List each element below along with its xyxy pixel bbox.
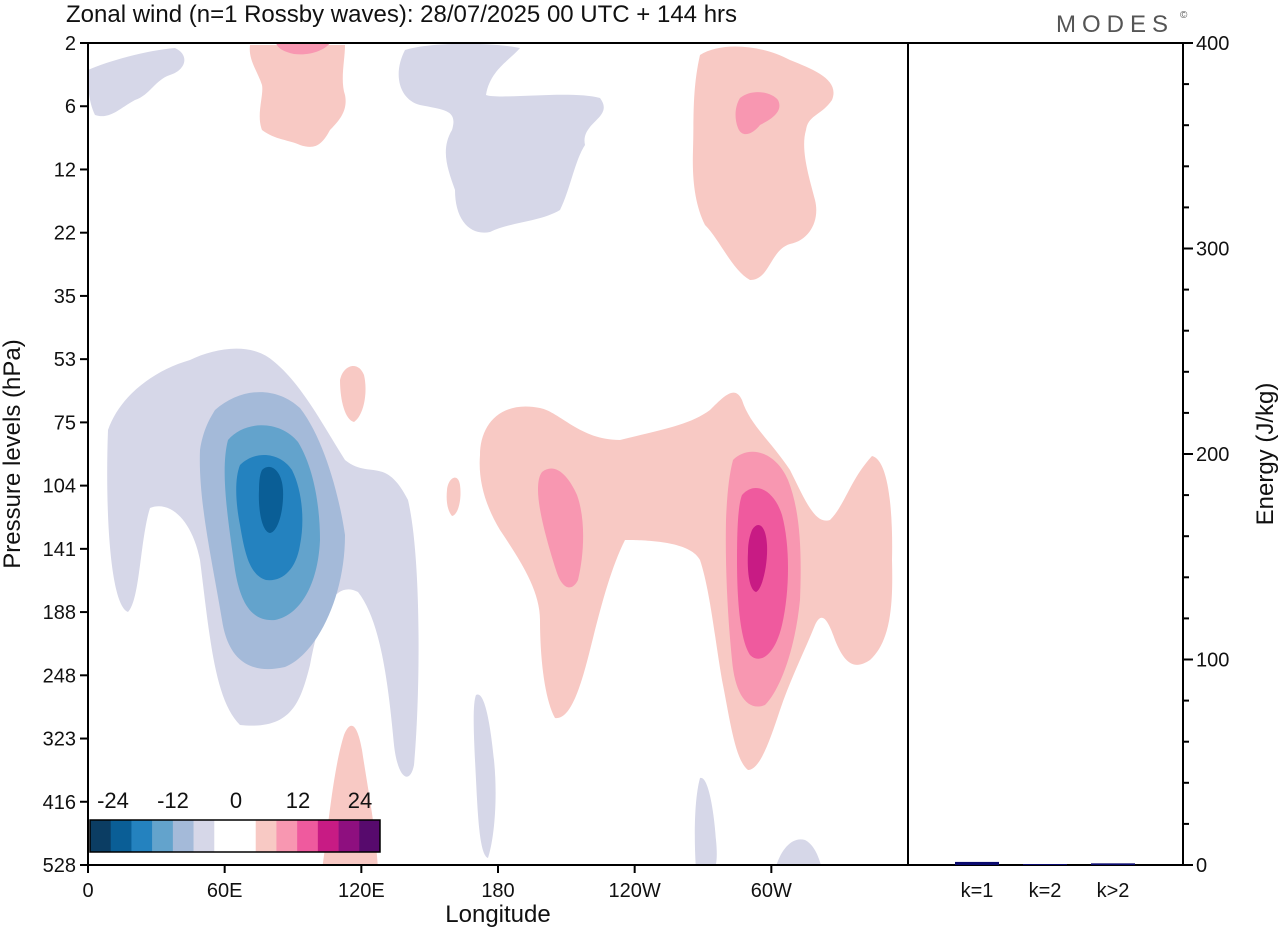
contour-pos-small-2 [446,477,461,516]
colorbar-swatch [235,820,257,852]
pressure-tick-label: 104 [43,476,76,498]
longitude-tick-label: 120E [338,880,385,902]
colorbar-label: 24 [348,788,372,813]
longitude-tick-label: 180 [481,880,514,902]
energy-axis-ticks: 0 100 200 300 400 [1183,33,1229,877]
pressure-tick-label: 12 [54,159,76,181]
contour-pos-strat-east [692,46,834,280]
colorbar-label: 12 [286,788,310,813]
energy-tick-label: 0 [1196,855,1207,877]
energy-bars: k=1 k=2 k>2 [955,861,1135,902]
pressure-axis: 2 6 12 22 35 53 75 104 141 188 248 323 416 528 [43,33,88,877]
colorbar-label: 0 [230,788,242,813]
colorbar-swatch [193,820,215,852]
contour-neg-strat-west [88,48,185,117]
longitude-tick-label: 120W [609,880,661,902]
energy-bar-label: k>2 [1097,880,1130,902]
contour-pos-central-1 [538,468,584,588]
colorbar-swatch [255,820,277,852]
pressure-tick-label: 53 [54,349,76,371]
energy-bar [1091,863,1135,865]
colorbar-swatch [338,820,360,852]
brand-logo: MODES [1056,11,1174,38]
energy-bar-label: k=1 [961,880,994,902]
colorbar-swatch [317,820,339,852]
pressure-tick-label: 323 [43,729,76,751]
longitude-tick-label: 60W [751,880,792,902]
colorbar-frame [89,819,381,853]
energy-tick-label: 200 [1196,444,1229,466]
brand-copyright-mark: © [1180,10,1188,21]
contour-neg-bottom-right [776,839,821,865]
contour-pos-strat-west [249,45,346,147]
colorbar-swatch [276,820,298,852]
energy-bar-label: k=2 [1029,880,1062,902]
energy-tick-label: 400 [1196,33,1229,55]
pressure-tick-label: 2 [65,33,76,55]
colorbar-label: -24 [97,788,129,813]
pressure-tick-label: 248 [43,665,76,687]
longitude-axis: 0 60E 120E 180 120W 60W [82,865,792,902]
longitude-tick-label: 0 [82,880,93,902]
energy-bar [955,861,999,865]
energy-bar [1023,864,1067,865]
pressure-tick-label: 22 [54,223,76,245]
colorbar-swatch [131,820,153,852]
pressure-tick-label: 188 [43,602,76,624]
contour-field [88,43,893,865]
chart-title: Zonal wind (n=1 Rossby waves): 28/07/202… [66,1,737,28]
contour-pos-central-large [479,392,893,770]
colorbar-swatch [110,820,132,852]
contour-neg-west-core [258,466,284,533]
contour-pos-strat-east-1 [735,92,780,135]
colorbar-swatch [90,820,112,852]
contour-pos-east-core [747,525,768,592]
contour-pos-strat-west-1 [276,43,330,55]
contour-neg-strip-1 [473,694,496,858]
x-axis-label: Longitude [445,901,550,928]
colorbar-swatch [172,820,194,852]
pressure-tick-label: 528 [43,855,76,877]
colorbar-swatch [152,820,174,852]
longitude-tick-label: 60E [207,880,243,902]
contour-neg-strip-2 [694,777,717,865]
y-axis-label: Pressure levels (hPa) [0,339,26,568]
colorbar: -24 -12 0 12 24 [89,788,381,853]
contour-neg-strat-central [398,43,604,233]
pressure-tick-label: 141 [43,539,76,561]
colorbar-swatch [297,820,319,852]
pressure-tick-label: 416 [43,792,76,814]
energy-axis-label: Energy (J/kg) [1252,383,1279,526]
colorbar-swatch [359,820,381,852]
pressure-tick-label: 6 [65,96,76,118]
colorbar-swatch [214,820,236,852]
energy-tick-label: 300 [1196,239,1229,261]
pressure-tick-label: 35 [54,286,76,308]
colorbar-label: -12 [157,788,189,813]
energy-tick-label: 100 [1196,650,1229,672]
contour-pos-small-1 [340,365,366,422]
pressure-tick-label: 75 [54,412,76,434]
